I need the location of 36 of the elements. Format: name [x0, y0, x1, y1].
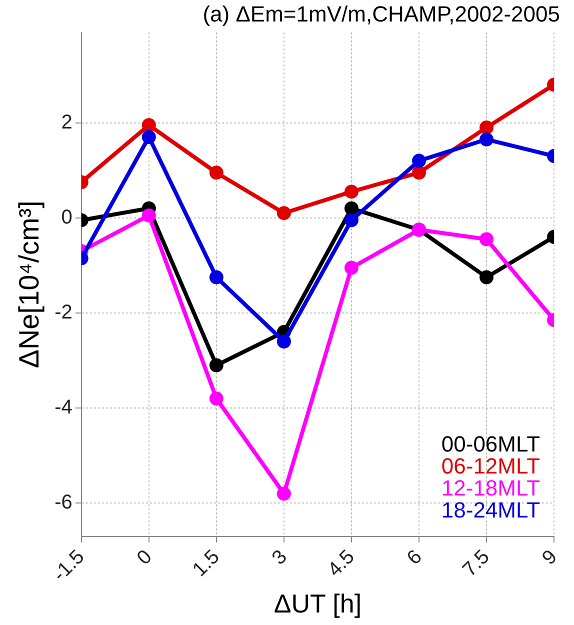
point: [344, 201, 358, 216]
point: [209, 358, 224, 372]
x-tick-label: 9: [538, 546, 562, 570]
y-tick-label: -6: [54, 492, 72, 514]
point: [276, 206, 291, 220]
point: [142, 118, 156, 132]
y-tick-label: -2: [54, 301, 72, 324]
x-tick-label: 7.5: [458, 546, 494, 582]
point: [344, 260, 358, 275]
y-axis-title: ΔNe[10⁴/cm³]: [14, 200, 45, 368]
x-tick-label: -1.5: [48, 546, 89, 586]
y-tick-label: 2: [61, 111, 72, 134]
y-tick-label: -4: [54, 396, 72, 419]
x-tick-label: 4.5: [324, 546, 359, 582]
point: [344, 184, 358, 199]
x-tick-label: 0: [132, 546, 156, 570]
point: [344, 213, 358, 228]
point: [142, 208, 156, 222]
chart-title: (a) ΔEm=1mV/m,CHAMP,2002-2005: [202, 1, 560, 26]
point: [480, 232, 494, 246]
point: [209, 270, 224, 284]
point: [276, 334, 291, 348]
point: [142, 130, 156, 144]
point: [480, 132, 494, 146]
point: [480, 120, 494, 135]
point: [276, 486, 291, 501]
point: [412, 154, 426, 168]
x-tick-label: 6: [403, 546, 426, 570]
point: [412, 166, 426, 180]
x-tick-label: 3: [268, 546, 292, 570]
x-tick-label: 1.5: [188, 546, 224, 582]
point: [480, 270, 494, 284]
point: [209, 166, 224, 180]
y-tick-label: 0: [61, 206, 72, 228]
point: [209, 392, 224, 406]
x-axis-title: ΔUT [h]: [274, 588, 362, 619]
